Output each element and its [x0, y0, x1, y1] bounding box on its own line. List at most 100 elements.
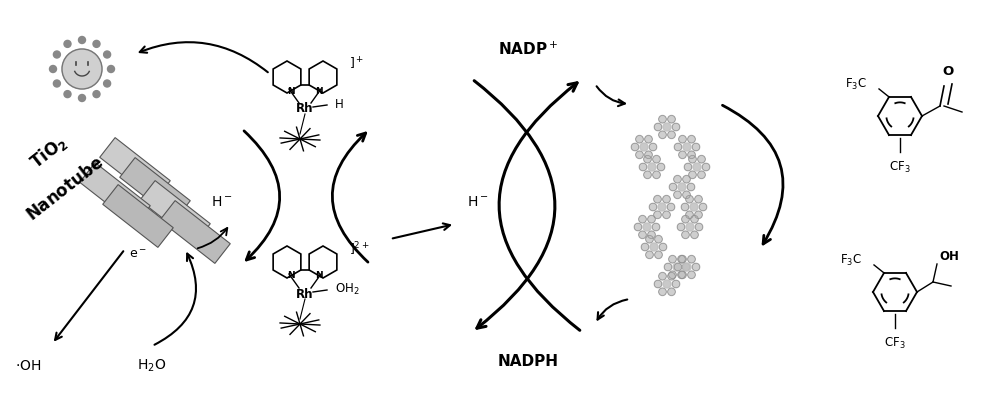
Circle shape	[687, 183, 695, 191]
Circle shape	[683, 191, 690, 199]
Circle shape	[692, 263, 700, 271]
Circle shape	[684, 163, 692, 171]
Circle shape	[674, 191, 681, 199]
Circle shape	[650, 243, 658, 251]
Circle shape	[691, 231, 698, 239]
Circle shape	[631, 143, 639, 151]
Circle shape	[682, 263, 690, 271]
Circle shape	[668, 272, 675, 280]
Circle shape	[679, 135, 686, 143]
Circle shape	[652, 223, 660, 231]
Text: Rh: Rh	[296, 103, 314, 116]
Text: H$_2$O: H$_2$O	[137, 358, 167, 374]
Text: Rh: Rh	[296, 288, 314, 301]
Circle shape	[49, 65, 56, 72]
Circle shape	[686, 196, 693, 203]
Circle shape	[668, 131, 675, 139]
Circle shape	[104, 80, 111, 87]
Circle shape	[664, 263, 672, 271]
Circle shape	[683, 175, 690, 183]
Circle shape	[673, 263, 681, 271]
Circle shape	[644, 156, 651, 163]
Circle shape	[653, 171, 660, 179]
Text: O: O	[942, 65, 954, 78]
Circle shape	[648, 231, 655, 239]
Text: $\mathbf{TiO_2}$: $\mathbf{TiO_2}$	[26, 131, 70, 173]
Circle shape	[659, 243, 667, 251]
Circle shape	[53, 51, 60, 58]
Circle shape	[669, 255, 676, 263]
Circle shape	[64, 40, 71, 47]
Text: CF$_3$: CF$_3$	[884, 336, 906, 351]
Polygon shape	[120, 158, 190, 221]
Circle shape	[668, 288, 675, 296]
Circle shape	[672, 123, 680, 131]
Circle shape	[78, 95, 86, 101]
Text: ]$^+$: ]$^+$	[349, 56, 364, 72]
Circle shape	[663, 211, 670, 219]
Text: F$_3$C: F$_3$C	[840, 253, 862, 269]
Text: NADP$^+$: NADP$^+$	[498, 40, 558, 58]
Circle shape	[659, 116, 666, 123]
Text: H$^-$: H$^-$	[467, 195, 489, 209]
Circle shape	[678, 183, 686, 191]
Circle shape	[674, 263, 682, 271]
Text: $\mathbf{Nanotube}$: $\mathbf{Nanotube}$	[23, 154, 107, 225]
Circle shape	[93, 90, 100, 98]
Circle shape	[681, 203, 689, 211]
Circle shape	[639, 215, 646, 223]
Polygon shape	[140, 181, 210, 243]
Circle shape	[692, 143, 700, 151]
Circle shape	[64, 90, 71, 98]
Circle shape	[674, 175, 681, 183]
Text: N: N	[315, 86, 323, 95]
Circle shape	[659, 272, 666, 280]
Circle shape	[659, 131, 666, 139]
Circle shape	[646, 236, 653, 243]
Circle shape	[104, 51, 111, 58]
Circle shape	[78, 36, 86, 44]
Circle shape	[690, 203, 698, 211]
Circle shape	[686, 211, 693, 219]
Text: NADPH: NADPH	[498, 354, 558, 370]
Circle shape	[654, 123, 662, 131]
Text: N: N	[287, 86, 295, 95]
Circle shape	[686, 223, 694, 231]
Circle shape	[698, 156, 705, 163]
Circle shape	[669, 271, 676, 279]
Circle shape	[695, 211, 702, 219]
Text: ]$^{2+}$: ]$^{2+}$	[349, 240, 370, 258]
Text: F$_3$C: F$_3$C	[845, 78, 867, 93]
Circle shape	[693, 163, 701, 171]
Circle shape	[669, 183, 677, 191]
Circle shape	[654, 211, 661, 219]
Text: OH: OH	[939, 250, 959, 263]
Circle shape	[683, 143, 691, 151]
Circle shape	[655, 251, 662, 259]
Circle shape	[691, 215, 698, 223]
Circle shape	[663, 196, 670, 203]
Circle shape	[667, 203, 675, 211]
Circle shape	[649, 203, 657, 211]
Circle shape	[689, 156, 696, 163]
Polygon shape	[103, 185, 173, 247]
Circle shape	[679, 271, 686, 279]
Circle shape	[658, 203, 666, 211]
Circle shape	[678, 271, 685, 279]
Circle shape	[663, 123, 671, 131]
Circle shape	[682, 215, 689, 223]
Circle shape	[654, 196, 661, 203]
Circle shape	[659, 288, 666, 296]
Text: e$^-$: e$^-$	[129, 248, 147, 261]
Circle shape	[688, 255, 695, 263]
Circle shape	[654, 280, 662, 288]
Circle shape	[695, 196, 702, 203]
Text: N: N	[287, 271, 295, 280]
Polygon shape	[160, 201, 230, 263]
Text: N: N	[315, 271, 323, 280]
Circle shape	[62, 49, 102, 89]
Circle shape	[641, 243, 649, 251]
Circle shape	[674, 143, 682, 151]
Circle shape	[679, 151, 686, 159]
Circle shape	[634, 223, 642, 231]
